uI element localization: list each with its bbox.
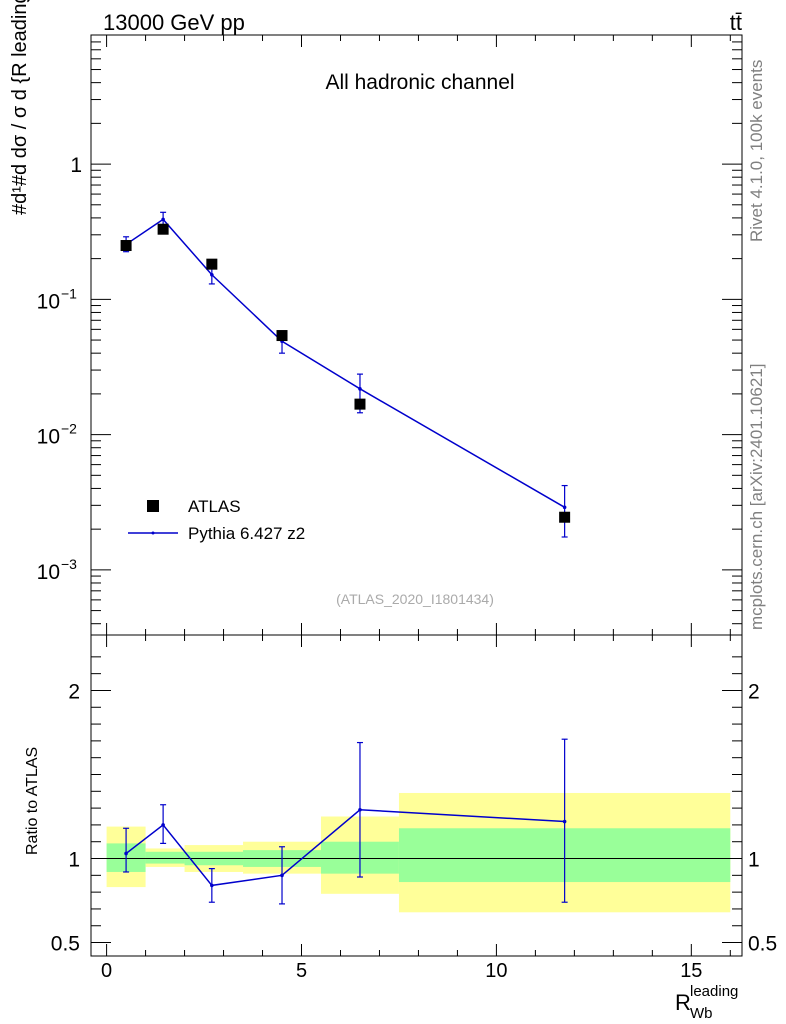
mc-point <box>161 217 165 222</box>
ratio-ylabel: Ratio to ATLAS <box>24 747 41 855</box>
y-tick-label-ratio-left: 2 <box>68 680 80 703</box>
x-axis-label: R leading Wb <box>675 983 738 1022</box>
main-ylabel-text: #d¹#d dσ / σ d {R leading Wb} <box>9 0 31 215</box>
y-tick-label-main-exp: −2 <box>61 421 77 437</box>
legend-data-marker <box>147 500 159 512</box>
data-point <box>276 330 288 342</box>
ratio-mc-point <box>358 807 362 812</box>
legend-mc-label: Pythia 6.427 z2 <box>188 524 305 543</box>
chart-title: All hadronic channel <box>325 71 514 94</box>
ratio-mc-point <box>280 873 284 878</box>
y-tick-label-ratio-right: 2 <box>748 680 760 703</box>
data-point <box>120 240 132 252</box>
legend-data-label: ATLAS <box>188 497 241 516</box>
y-tick-label-ratio-left: 1 <box>68 849 80 872</box>
x-axis-label-sub: Wb <box>690 1005 713 1022</box>
x-tick-label: 10 <box>485 960 507 982</box>
legend: ATLAS Pythia 6.427 z2 <box>128 497 305 543</box>
data-point <box>206 258 218 270</box>
main-panel: 110−110−210−3 All hadronic channel (ATLA… <box>9 0 743 636</box>
ratio-panel: 0 5 10 15 0.5 0.5 1 1 2 2 Ratio to ATLAS <box>24 634 777 982</box>
ratio-frame <box>90 634 743 957</box>
ratio-band-inner <box>145 851 185 864</box>
mc-point <box>562 505 567 510</box>
y-tick-label-main: 10 <box>37 290 60 313</box>
y-tick-label-main-exp: −1 <box>61 285 77 301</box>
data-point <box>157 223 169 235</box>
ratio-bands <box>106 792 731 913</box>
main-marks <box>120 211 571 538</box>
ratio-marks <box>123 738 568 905</box>
analysis-id: (ATLAS_2020_I1801434) <box>336 591 494 607</box>
legend-mc-marker <box>151 531 155 535</box>
mc-point <box>210 272 214 277</box>
y-tick-label-main: 10 <box>37 426 60 449</box>
data-point <box>559 511 571 523</box>
process-label: tt̄ <box>730 10 742 35</box>
x-tick-label: 0 <box>101 960 112 982</box>
main-frame <box>90 34 743 636</box>
x-tick-label: 15 <box>680 960 702 982</box>
ratio-mc-line <box>125 809 565 887</box>
x-axis-label-main: R <box>675 990 691 1015</box>
main-ylabel: #d¹#d dσ / σ d {R leading Wb} <box>9 0 31 215</box>
x-axis-label-sup: leading <box>690 983 738 1000</box>
y-tick-label-main: 10 <box>37 561 60 584</box>
y-tick-label-main-exp: −3 <box>61 556 77 572</box>
data-point <box>354 398 366 410</box>
y-tick-label-ratio-right: 0.5 <box>748 933 777 956</box>
rivet-label: Rivet 4.1.0, 100k events <box>747 60 766 242</box>
x-tick-label: 5 <box>296 960 307 982</box>
ratio-mc-point <box>161 823 165 827</box>
ratio-mc-point <box>562 819 567 824</box>
main-axis-ticks: 110−110−210−3 <box>37 34 742 635</box>
ratio-mc-point <box>124 851 128 856</box>
y-tick-label-ratio-right: 1 <box>748 849 760 872</box>
ratio-axis-ticks: 0 5 10 15 0.5 0.5 1 1 2 2 <box>51 635 777 982</box>
ratio-mc-point <box>210 883 214 888</box>
site-label: mcplots.cern.ch [arXiv:2401.10621] <box>747 364 766 630</box>
y-tick-label-main: 1 <box>70 154 82 177</box>
mc-point <box>358 387 362 391</box>
mc-line <box>125 218 566 508</box>
energy-label: 13000 GeV pp <box>103 10 245 35</box>
y-tick-label-ratio-left: 0.5 <box>51 933 80 956</box>
